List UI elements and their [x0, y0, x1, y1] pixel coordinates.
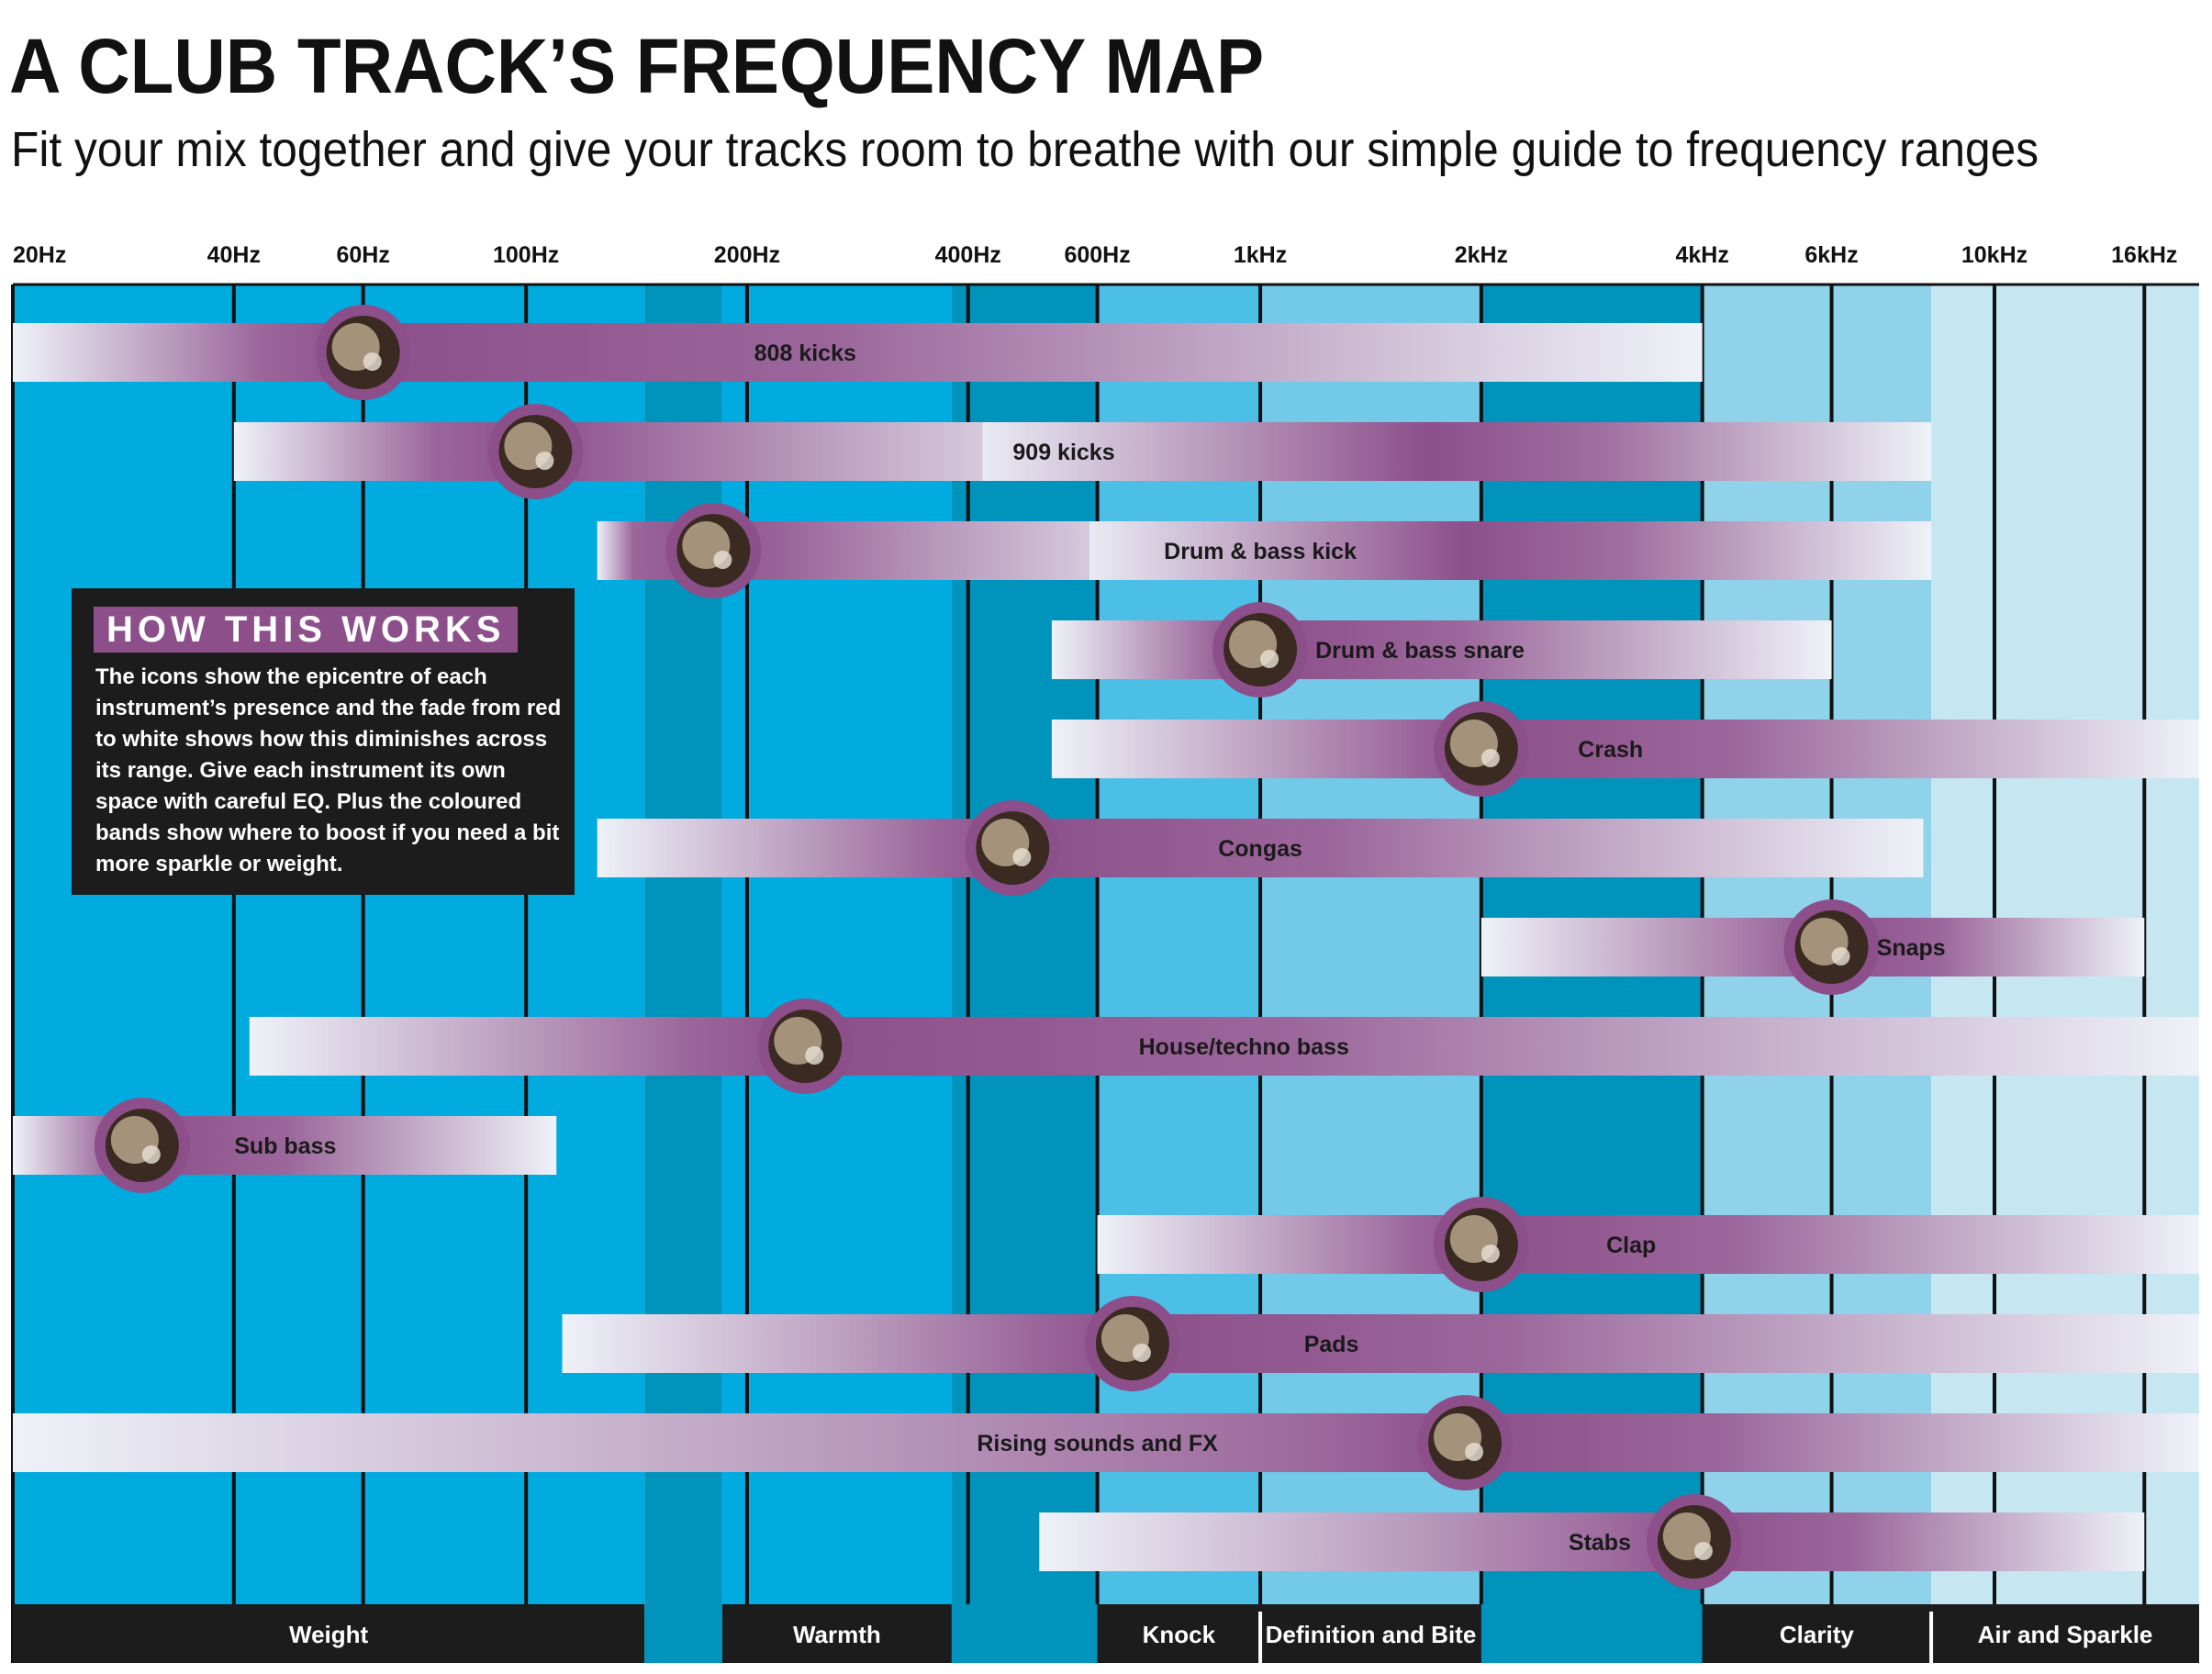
band-label: Weight [289, 1621, 369, 1648]
page-subtitle: Fit your mix together and give your trac… [11, 122, 2039, 177]
instrument-label: Drum & bass snare [1315, 638, 1525, 664]
band-label: Knock [1143, 1621, 1216, 1648]
range-bar [1097, 1215, 2199, 1274]
band-4 [1097, 285, 1261, 1604]
how-this-works-box: HOW THIS WORKS The icons show the epicen… [72, 588, 575, 895]
instrument-icon [1212, 602, 1309, 698]
band-1 [644, 285, 722, 1604]
page-title: A CLUB TRACK’S FREQUENCY MAP [9, 23, 1265, 109]
footer-cell [1702, 1604, 1932, 1663]
instrument-icon [965, 800, 1061, 896]
instrument-label: House/techno bass [1139, 1034, 1349, 1060]
instrument-row: Drum & bass snare [1051, 602, 1832, 698]
range-bar [1039, 1512, 2145, 1571]
tick-label: 1kHz [1234, 242, 1287, 268]
range-bar [562, 1314, 2199, 1373]
instrument-row: Crash [1051, 701, 2199, 797]
instrument-icon [1084, 1296, 1180, 1391]
band-0 [13, 285, 645, 1604]
instrument-label: Clap [1606, 1233, 1656, 1258]
instrument-label: Pads [1304, 1332, 1359, 1357]
tick-label: 100Hz [493, 242, 559, 268]
tick-label: 4kHz [1675, 242, 1728, 268]
instrument-label: Snaps [1877, 935, 1946, 961]
instrument-row: Pads [562, 1296, 2199, 1391]
tick-label: 20Hz [13, 242, 66, 268]
tick-label: 200Hz [714, 242, 780, 268]
footer-cell [1480, 1604, 1703, 1663]
tick-label: 16kHz [2111, 242, 2177, 268]
footer-cell [951, 1604, 1098, 1663]
footer-cell [1097, 1604, 1261, 1663]
instrument-icon [315, 305, 411, 400]
instrument-icon [665, 503, 762, 598]
instrument-row: Rising sounds and FX [13, 1395, 2199, 1490]
footer-cell [1931, 1604, 2199, 1663]
instrument-label: Stabs [1569, 1530, 1631, 1556]
instrument-label: Congas [1218, 836, 1302, 862]
tick-label: 10kHz [1961, 242, 2028, 268]
range-bar [597, 819, 1924, 877]
instrument-label: 808 kicks [754, 340, 856, 366]
how-this-works-heading: HOW THIS WORKS [94, 607, 519, 653]
footer-cell [13, 1604, 645, 1663]
footer-separator [1258, 1612, 1263, 1663]
instrument-row: House/techno bass [249, 999, 2199, 1094]
instrument-row: Clap [1097, 1197, 2199, 1292]
range-bar [597, 521, 1932, 580]
instrument-icon [1646, 1494, 1742, 1590]
range-bar [249, 1017, 2199, 1076]
instrument-label: 909 kicks [1012, 440, 1114, 465]
instrument-row: Stabs [1039, 1494, 2145, 1590]
instrument-row: Congas [597, 800, 1924, 896]
instrument-icon [1433, 1197, 1529, 1292]
tick-label: 600Hz [1064, 242, 1130, 268]
instrument-row: Drum & bass kick [597, 503, 1932, 598]
instrument-icon [94, 1098, 190, 1193]
instrument-label: Crash [1578, 737, 1643, 763]
instrument-row: Snaps [1480, 899, 2145, 995]
band-label: Warmth [793, 1621, 881, 1648]
instrument-label: Drum & bass kick [1164, 539, 1357, 564]
range-bar [13, 323, 1703, 382]
instrument-icon [487, 404, 584, 499]
tick-label: 6kHz [1804, 242, 1858, 268]
band-label: Definition and Bite [1266, 1621, 1477, 1648]
tick-label: 60Hz [336, 242, 389, 268]
band-label: Clarity [1780, 1621, 1854, 1648]
range-bar [13, 1413, 2199, 1472]
instrument-row: Sub bass [13, 1098, 557, 1193]
band-label: Air and Sparkle [1978, 1621, 2153, 1648]
instrument-row: 808 kicks [13, 305, 1703, 400]
range-bar [1051, 620, 1832, 679]
tick-label: 2kHz [1455, 242, 1508, 268]
footer-cell [644, 1604, 722, 1663]
band-2 [721, 285, 952, 1604]
instrument-ranges: 808 kicks 909 kicks Drum & bass kick Drum &… [13, 305, 2199, 1590]
tick-label: 400Hz [935, 242, 1001, 268]
instrument-label: Rising sounds and FX [977, 1431, 1218, 1456]
instrument-icon [1417, 1395, 1514, 1490]
instrument-icon [1783, 899, 1880, 995]
band-3 [951, 285, 1098, 1604]
x-axis-ticks: 20Hz 40Hz 60Hz 100Hz 200Hz 400Hz 600Hz 1kHz 2kHz… [13, 242, 2177, 268]
footer-cell [1260, 1604, 1481, 1663]
instrument-icon [1433, 701, 1529, 797]
instrument-label: Sub bass [234, 1133, 336, 1159]
range-bar [1051, 720, 2199, 778]
footer-separator [1929, 1612, 1934, 1663]
how-this-works-text: The icons show the epicentre of each ins… [95, 664, 562, 876]
footer-cell [721, 1604, 952, 1663]
tick-label: 40Hz [207, 242, 261, 268]
band-5 [1260, 285, 1481, 1604]
band-label-strip: Weight Warmth Knock Definition and Bite Clar… [13, 1604, 2199, 1663]
instrument-row: 909 kicks [233, 404, 1932, 499]
instrument-icon [757, 999, 854, 1094]
